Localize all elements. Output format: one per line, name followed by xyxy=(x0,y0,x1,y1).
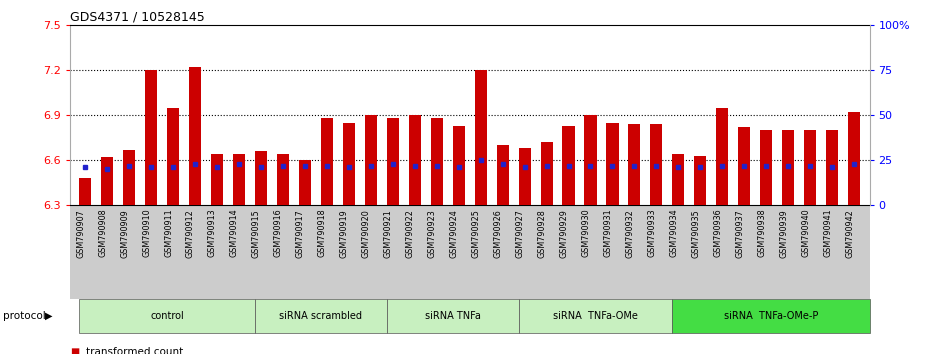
Text: GDS4371 / 10528145: GDS4371 / 10528145 xyxy=(70,11,205,24)
Bar xyxy=(431,118,443,205)
Text: GSM790927: GSM790927 xyxy=(515,209,525,258)
Bar xyxy=(167,108,179,205)
Bar xyxy=(211,154,223,205)
Text: GSM790907: GSM790907 xyxy=(76,209,86,258)
Text: GSM790925: GSM790925 xyxy=(472,209,481,258)
Text: GSM790916: GSM790916 xyxy=(273,209,283,257)
Text: GSM790938: GSM790938 xyxy=(757,209,766,257)
Text: GSM790924: GSM790924 xyxy=(450,209,458,258)
Text: GSM790920: GSM790920 xyxy=(362,209,371,258)
Text: GSM790935: GSM790935 xyxy=(691,209,700,258)
Bar xyxy=(189,67,201,205)
Bar xyxy=(299,160,311,205)
Bar xyxy=(716,108,728,205)
Bar xyxy=(519,148,531,205)
Text: GSM790908: GSM790908 xyxy=(98,209,107,257)
Bar xyxy=(123,150,135,205)
Text: siRNA TNFa: siRNA TNFa xyxy=(425,311,481,321)
Bar xyxy=(343,122,355,205)
Text: GSM790941: GSM790941 xyxy=(823,209,832,257)
Bar xyxy=(672,154,684,205)
Text: GSM790936: GSM790936 xyxy=(713,209,723,257)
Bar xyxy=(277,154,289,205)
Bar xyxy=(387,118,399,205)
Text: GSM790918: GSM790918 xyxy=(318,209,326,257)
Text: GSM790942: GSM790942 xyxy=(845,209,854,258)
Text: ▶: ▶ xyxy=(45,311,52,321)
Bar xyxy=(145,70,157,205)
Text: GSM790917: GSM790917 xyxy=(296,209,305,258)
Bar xyxy=(848,112,860,205)
Text: GSM790922: GSM790922 xyxy=(405,209,415,258)
Bar xyxy=(629,124,641,205)
Text: GSM790932: GSM790932 xyxy=(626,209,634,258)
Text: GSM790910: GSM790910 xyxy=(142,209,151,257)
Text: GSM790939: GSM790939 xyxy=(779,209,789,258)
Bar xyxy=(408,115,420,205)
Bar xyxy=(365,115,377,205)
Text: siRNA  TNFa-OMe: siRNA TNFa-OMe xyxy=(553,311,638,321)
Bar xyxy=(738,127,751,205)
Text: GSM790928: GSM790928 xyxy=(538,209,547,258)
Bar xyxy=(453,126,465,205)
Bar xyxy=(540,142,552,205)
Text: GSM790912: GSM790912 xyxy=(186,209,195,258)
Bar xyxy=(826,130,838,205)
Bar xyxy=(606,122,618,205)
Bar xyxy=(760,130,772,205)
Text: siRNA scrambled: siRNA scrambled xyxy=(279,311,363,321)
Text: GSM790940: GSM790940 xyxy=(802,209,810,257)
Text: control: control xyxy=(150,311,184,321)
Text: GSM790930: GSM790930 xyxy=(581,209,591,257)
Text: GSM790926: GSM790926 xyxy=(494,209,502,258)
Text: GSM790909: GSM790909 xyxy=(120,209,129,258)
Text: siRNA  TNFa-OMe-P: siRNA TNFa-OMe-P xyxy=(724,311,818,321)
Text: GSM790933: GSM790933 xyxy=(647,209,657,257)
Bar xyxy=(474,70,486,205)
Bar xyxy=(255,151,267,205)
Bar xyxy=(101,157,113,205)
Bar xyxy=(497,145,509,205)
Bar xyxy=(782,130,794,205)
Text: ■: ■ xyxy=(70,347,79,354)
Bar xyxy=(804,130,817,205)
Bar xyxy=(232,154,245,205)
Text: GSM790923: GSM790923 xyxy=(428,209,437,258)
Text: GSM790911: GSM790911 xyxy=(164,209,173,257)
Bar xyxy=(584,115,596,205)
Text: GSM790937: GSM790937 xyxy=(736,209,744,258)
Text: GSM790913: GSM790913 xyxy=(208,209,217,257)
Bar xyxy=(79,178,91,205)
Text: GSM790914: GSM790914 xyxy=(230,209,239,257)
Text: GSM790919: GSM790919 xyxy=(339,209,349,258)
Text: protocol: protocol xyxy=(3,311,46,321)
Text: GSM790921: GSM790921 xyxy=(384,209,392,258)
Bar xyxy=(563,126,575,205)
Bar xyxy=(321,118,333,205)
Text: transformed count: transformed count xyxy=(86,347,183,354)
Bar xyxy=(650,124,662,205)
Text: GSM790934: GSM790934 xyxy=(670,209,678,257)
Text: GSM790929: GSM790929 xyxy=(560,209,568,258)
Text: GSM790915: GSM790915 xyxy=(252,209,261,258)
Bar xyxy=(695,156,707,205)
Text: GSM790931: GSM790931 xyxy=(604,209,613,257)
